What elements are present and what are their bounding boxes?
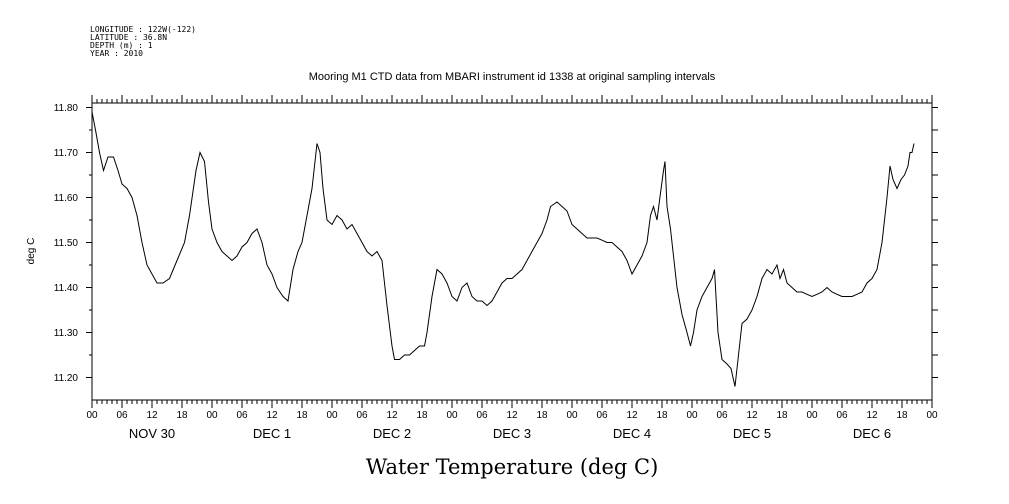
day-label: NOV 30 [129, 426, 175, 441]
x-tick-label: 12 [746, 410, 758, 421]
y-axis: 11.20 11.30 11.40 11.50 11.60 11.70 11.80 [54, 103, 938, 384]
x-tick-label: 06 [116, 410, 128, 421]
minor-tick-marks [91, 99, 933, 404]
metadata-block: LONGITUDE : 122W(-122) LATITUDE : 36.8N … [90, 25, 196, 58]
x-tick-label: 12 [266, 410, 278, 421]
y-tick-label: 11.50 [54, 238, 79, 249]
x-tick-label: 18 [296, 410, 308, 421]
x-tick-label: 00 [566, 410, 578, 421]
plot-frame [91, 102, 933, 401]
chart-title: Mooring M1 CTD data from MBARI instrumen… [309, 71, 716, 83]
x-tick-label: 00 [86, 410, 98, 421]
meta-latitude: LATITUDE : 36.8N [90, 33, 167, 42]
minor-ticks [91, 99, 933, 404]
x-tick-label: 00 [926, 410, 938, 421]
day-label: DEC 6 [853, 426, 891, 441]
x-axis: 00 06 12 18 00 06 12 18 00 06 12 18 00 06 12 18 00 06 12 18… [86, 95, 938, 421]
x-tick-label: 00 [326, 410, 338, 421]
day-label: DEC 3 [493, 426, 531, 441]
meta-year: YEAR : 2010 [90, 49, 143, 58]
x-tick-label: 12 [386, 410, 398, 421]
y-tick-label: 11.70 [54, 148, 79, 159]
y-tick-label: 11.20 [54, 373, 79, 384]
y-axis-label: deg C [26, 238, 37, 265]
x-tick-label: 00 [806, 410, 818, 421]
x-tick-label: 06 [236, 410, 248, 421]
day-label: DEC 4 [613, 426, 651, 441]
y-tick-label: 11.60 [54, 193, 79, 204]
x-tick-label: 12 [146, 410, 158, 421]
day-labels: NOV 30 DEC 1 DEC 2 DEC 3 DEC 4 DEC 5 DEC 6 [129, 426, 891, 441]
series-line [91, 111, 915, 387]
x-tick-label: 18 [656, 410, 668, 421]
y-tick-label: 11.80 [54, 103, 79, 114]
y-tick-label: 11.30 [54, 328, 79, 339]
x-tick-label: 06 [356, 410, 368, 421]
x-tick-label: 18 [176, 410, 188, 421]
day-label: DEC 5 [733, 426, 771, 441]
x-tick-label: 18 [896, 410, 908, 421]
x-tick-label: 12 [506, 410, 518, 421]
day-label: DEC 1 [253, 426, 291, 441]
x-tick-label: 18 [776, 410, 788, 421]
y-tick-label: 11.40 [54, 283, 79, 294]
x-tick-label: 12 [866, 410, 878, 421]
meta-longitude: LONGITUDE : 122W(-122) [90, 25, 196, 34]
x-tick-label: 00 [446, 410, 458, 421]
x-tick-label: 06 [836, 410, 848, 421]
x-tick-label: 12 [626, 410, 638, 421]
x-axis-label: Water Temperature (deg C) [366, 455, 659, 479]
x-tick-label: 06 [596, 410, 608, 421]
x-tick-label: 00 [686, 410, 698, 421]
x-tick-label: 00 [206, 410, 218, 421]
x-tick-label: 06 [476, 410, 488, 421]
x-tick-label: 18 [536, 410, 548, 421]
day-label: DEC 2 [373, 426, 411, 441]
x-tick-label: 06 [716, 410, 728, 421]
meta-depth: DEPTH (m) : 1 [90, 41, 153, 50]
x-tick-label: 18 [416, 410, 428, 421]
